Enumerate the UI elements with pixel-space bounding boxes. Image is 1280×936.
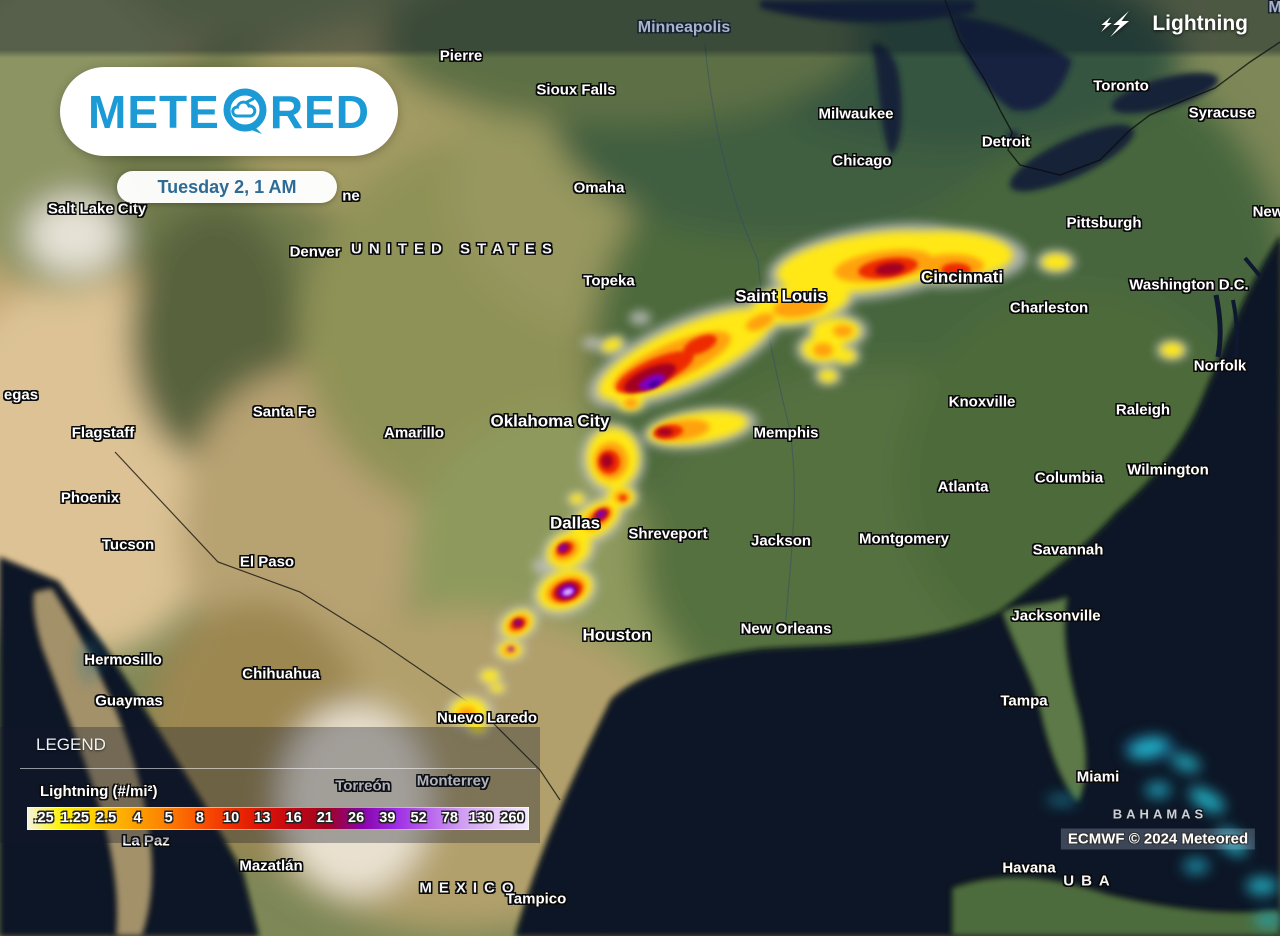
legend-value: 78: [441, 810, 458, 826]
logo-bubble-icon: [223, 88, 267, 134]
attribution-text: ECMWF © 2024 Meteored: [1060, 828, 1256, 850]
legend-value: 39: [379, 810, 396, 826]
top-overlay-band: [0, 0, 1280, 58]
legend-value: 5: [164, 810, 173, 826]
legend-panel: LEGEND Lightning (#/mi²) .25 1.25 2.5 4 5 8 10…: [0, 727, 540, 843]
legend-value: 52: [410, 810, 427, 826]
bahamas-shallows: [80, 638, 1280, 927]
legend-value: 260: [500, 810, 525, 826]
time-label: Tuesday 2, 1 AM: [157, 176, 297, 197]
legend-value: 2.5: [96, 810, 117, 826]
legend-gradient-bar: .25 1.25 2.5 4 5 8 10 13 16 21 26 39 52 78 130 260: [27, 807, 529, 830]
legend-unit-label: Lightning (#/mi²): [40, 783, 158, 800]
legend-value: 16: [285, 810, 302, 826]
legend-value: 4: [133, 810, 142, 826]
time-selector[interactable]: Tuesday 2, 1 AM: [117, 171, 337, 203]
logo-text-pre: METE: [88, 85, 220, 138]
legend-title: LEGEND: [36, 735, 106, 754]
coastal-landmasses: [32, 587, 1280, 936]
meteored-logo[interactable]: METE RED: [60, 67, 398, 156]
lightning-bolts-icon: [1101, 11, 1130, 37]
legend-value: .25: [33, 810, 54, 826]
layer-label: Lightning: [1152, 12, 1248, 35]
legend-value: 8: [195, 810, 204, 826]
layer-indicator[interactable]: Lightning: [1098, 10, 1248, 38]
legend-value: 10: [223, 810, 240, 826]
legend-value: 21: [316, 810, 333, 826]
legend-value: 1.25: [60, 810, 89, 826]
great-lakes: [760, 0, 1219, 192]
legend-value: 130: [469, 810, 494, 826]
legend-scale-values: .25 1.25 2.5 4 5 8 10 13 16 21 26 39 52 78 130 260: [28, 807, 528, 830]
legend-divider: [20, 768, 536, 769]
logo-text-post: RED: [269, 85, 370, 138]
legend-value: 26: [348, 810, 365, 826]
legend-value: 13: [254, 810, 271, 826]
border-lines: [114, 0, 1280, 801]
